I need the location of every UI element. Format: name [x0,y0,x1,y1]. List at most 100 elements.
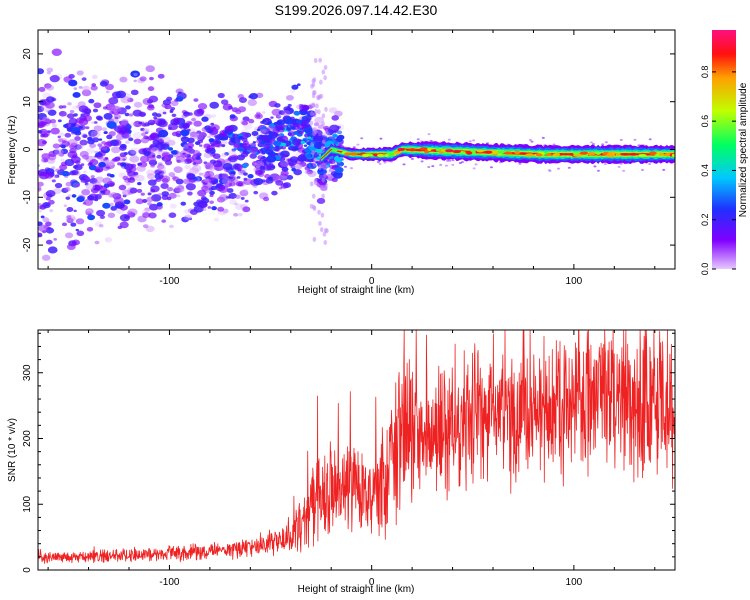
heatmap-cell [260,134,269,141]
heatmap-cell [126,182,131,186]
heatmap-cell [299,130,304,135]
heatmap-cell [123,199,131,205]
heatmap-cell [104,157,109,160]
heatmap-cell [528,139,532,142]
heatmap-cell [188,112,193,116]
heatmap-cell [95,115,103,121]
heatmap-cell [42,217,50,223]
heatmap-cell [426,147,432,151]
heatmap-cell [160,182,169,190]
heatmap-cell [218,185,229,193]
heatmap-cell [46,96,55,103]
heatmap-cell [98,145,106,151]
heatmap-cell [244,199,249,203]
heatmap-cell [228,155,238,163]
heatmap-cell [247,99,258,107]
heatmap-cell [58,132,65,137]
heatmap-cell [74,130,82,136]
heatmap-cell [151,112,158,117]
heatmap-cell [638,153,647,158]
heatmap-cell [290,126,296,130]
heatmap-cell [67,194,72,197]
heatmap-cell [451,163,455,166]
heatmap-cell [448,159,452,162]
heatmap-cell [125,105,131,110]
heatmap-cell [304,133,310,138]
heatmap-cell [217,92,225,99]
heatmap-cell [592,142,596,145]
heatmap-cell [530,140,534,143]
snr-axes: -100 0 100 0 100 200 300 [22,330,675,588]
heatmap-cell [187,191,193,196]
heatmap-cell [640,168,644,171]
heatmap-cell [210,185,218,191]
heatmap-cell [46,71,52,75]
heatmap-cell [615,152,621,157]
heatmap-cell [198,144,203,147]
heatmap-cell [324,106,328,112]
heatmap-cell [419,147,428,151]
heatmap-cell [186,142,195,149]
heatmap-cell [323,185,328,191]
heatmap-cell [300,140,306,145]
heatmap-cell [51,166,56,170]
heatmap-cell [489,166,493,169]
heatmap-cell [38,181,44,187]
heatmap-cell [129,122,136,127]
heatmap-cell [193,98,199,102]
heatmap-cell [376,161,380,164]
heatmap-cell [44,171,54,179]
heatmap-cell [243,172,248,176]
heatmap-cell [122,158,126,161]
heatmap-cell [156,202,163,207]
heatmap-cell [235,203,245,211]
heatmap-cell [95,176,104,183]
heatmap-cell [76,230,85,237]
heatmap-cell [280,160,289,167]
heatmap-cell [152,139,160,145]
heatmap-cell [334,166,344,174]
heatmap-cell [168,122,179,131]
heatmap-cell [243,177,248,181]
heatmap-cell [331,177,338,183]
heatmap-cell [445,149,454,153]
heatmap-cell [61,170,70,177]
snr-y-tick-label: 300 [22,364,33,381]
heatmap-cell [133,138,142,145]
heatmap-cell [146,156,157,163]
snr-panel: -100 0 100 0 100 200 300 Height of straight li… [7,329,676,595]
heatmap-cell [76,70,84,76]
colorbar-tick-label: 0.0 [700,263,710,276]
heatmap-cell [178,124,185,129]
heatmap-cell [265,177,274,184]
heatmap-cell [307,170,317,178]
heatmap-cell [49,209,54,213]
heatmap-cell [183,161,188,165]
heatmap-cell [567,166,571,169]
heatmap-cell [254,170,263,176]
heatmap-cell [175,155,186,163]
heatmap-cell [122,189,131,196]
heatmap-cell [120,96,131,104]
heatmap-cell [268,163,274,167]
heatmap-cell [360,137,364,140]
heatmap-cell [44,118,50,122]
heatmap-cell [146,196,154,203]
heatmap-cell [144,207,150,212]
heatmap-cell [222,162,233,171]
heatmap-cell [408,148,417,152]
heatmap-cell [266,155,277,163]
colorbar-label: Normalized spectral amplitude [738,82,749,217]
heatmap-cell [333,141,338,145]
heatmap-cell [242,206,251,213]
heatmap-cell [429,139,433,142]
heatmap-cell [81,89,92,97]
heatmap-cell [220,99,229,105]
heatmap-cell [108,97,119,105]
heatmap-cell [427,166,431,169]
heatmap-cell [128,113,134,117]
heatmap-cell [82,134,88,138]
heatmap-cell [158,119,166,125]
heatmap-cell [169,110,174,114]
heatmap-cell [129,155,140,163]
